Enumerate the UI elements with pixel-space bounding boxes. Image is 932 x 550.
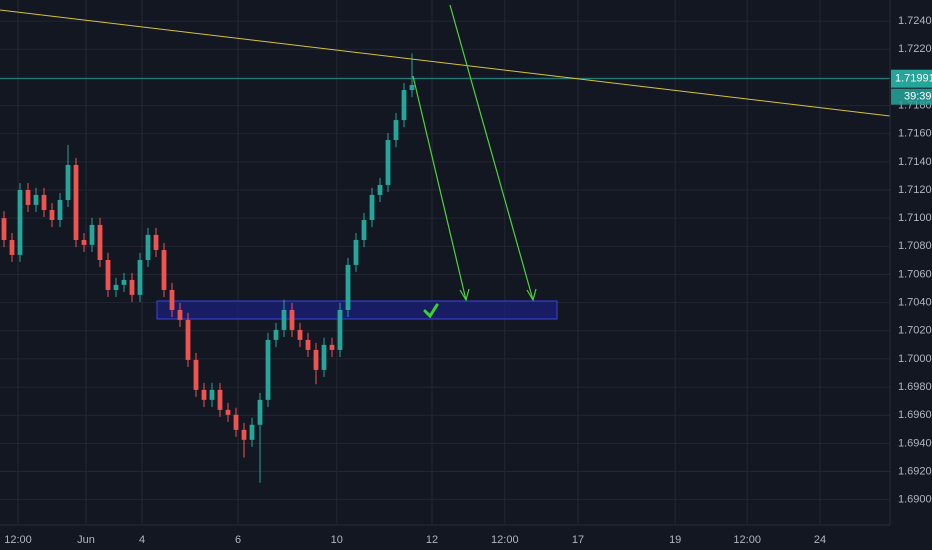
candle-body — [257, 399, 263, 425]
y-tick-label: 1.71600 — [898, 128, 932, 140]
candle-body — [321, 344, 327, 370]
x-tick-label: 12 — [426, 534, 438, 546]
x-tick-label: 24 — [814, 534, 826, 546]
candle-body — [185, 319, 191, 360]
y-tick-label: 1.70000 — [898, 353, 932, 365]
candle-body — [137, 259, 143, 295]
y-tick-label: 1.69200 — [898, 465, 932, 477]
grid — [0, 0, 890, 525]
candle-body — [369, 194, 375, 220]
x-tick-label: 12:00 — [491, 534, 519, 546]
candle-body — [129, 279, 135, 295]
countdown-label: 39:39 — [904, 91, 932, 103]
candle-body — [17, 190, 23, 255]
candle-body — [401, 90, 407, 121]
x-tick-label: 12:00 — [733, 534, 761, 546]
candle-body — [25, 190, 31, 205]
x-tick-label: Jun — [77, 534, 95, 546]
candle-body — [193, 359, 199, 390]
candle-body — [297, 329, 303, 340]
x-tick-label: 17 — [572, 534, 584, 546]
y-tick-label: 1.71000 — [898, 212, 932, 224]
y-tick-label: 1.72200 — [898, 43, 932, 55]
candle-body — [377, 184, 383, 195]
y-tick-label: 1.69800 — [898, 381, 932, 393]
candle-body — [313, 349, 319, 370]
candle-body — [33, 194, 39, 205]
candle-body — [209, 389, 215, 400]
y-tick-label: 1.70800 — [898, 240, 932, 252]
y-tick-label: 1.70200 — [898, 325, 932, 337]
candle-body — [337, 309, 343, 350]
candle-body — [97, 224, 103, 260]
candle-body — [153, 234, 159, 250]
candle-body — [241, 429, 247, 440]
candle-body — [65, 164, 71, 201]
candle-body — [41, 194, 47, 210]
candle-body — [289, 309, 295, 330]
x-tick-label: 19 — [669, 534, 681, 546]
candle-body — [361, 219, 367, 240]
candle-body — [121, 279, 127, 285]
y-tick-label: 1.72400 — [898, 15, 932, 27]
y-tick-label: 1.69400 — [898, 437, 932, 449]
arrows — [412, 4, 537, 302]
candle-body — [113, 284, 119, 290]
candle-body — [273, 329, 279, 340]
y-tick-label: 1.70400 — [898, 297, 932, 309]
arrow-head — [459, 288, 470, 302]
candle-body — [49, 210, 55, 220]
x-tick-label: 6 — [235, 534, 241, 546]
y-tick-label: 1.71400 — [898, 156, 932, 168]
x-tick-label: 4 — [139, 534, 145, 546]
candle-body — [201, 389, 207, 400]
x-tick-label: 10 — [331, 534, 343, 546]
arrow — [412, 75, 467, 301]
y-tick-label: 1.69600 — [898, 409, 932, 421]
candle-body — [409, 85, 415, 91]
y-tick-label: 1.71200 — [898, 184, 932, 196]
candle-body — [105, 259, 111, 290]
candle-body — [249, 424, 255, 440]
y-tick-label: 1.70600 — [898, 268, 932, 280]
support-zone — [156, 300, 558, 320]
countdown-box — [891, 88, 932, 105]
checkmark — [423, 303, 439, 319]
candle-body — [353, 239, 359, 265]
axes: 1.69000 1.69200 1.69400 1.69600 1.69800 1.700… — [4, 15, 932, 546]
candle-body — [393, 120, 399, 141]
candle-body — [345, 264, 351, 310]
candle-body — [57, 200, 63, 220]
trendline — [0, 9, 891, 117]
candle-body — [225, 409, 231, 415]
candle-body — [265, 339, 271, 400]
candle-body — [217, 389, 223, 410]
candle-body — [145, 234, 151, 260]
candle-body — [161, 249, 167, 290]
candle-body — [1, 218, 7, 240]
arrow — [449, 4, 534, 301]
candle-body — [329, 344, 335, 350]
x-tick-label: 12:00 — [4, 534, 32, 546]
candle-body — [385, 140, 391, 185]
candle-body — [81, 239, 87, 245]
last-price-label: 1.71991 — [895, 73, 932, 85]
candle-body — [305, 339, 311, 350]
candles — [1, 53, 415, 483]
candle-body — [177, 309, 183, 320]
candle-body — [9, 239, 15, 255]
arrow-head — [526, 288, 537, 302]
candle-body — [233, 414, 239, 430]
candle-body — [89, 224, 95, 245]
last-price-box — [891, 69, 932, 88]
y-tick-label: 1.69000 — [898, 494, 932, 506]
candle-body — [281, 309, 287, 330]
candle-body — [73, 164, 79, 240]
candle-body — [169, 289, 175, 310]
